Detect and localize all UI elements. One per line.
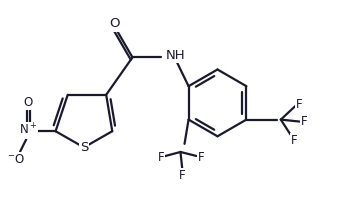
Text: O: O (24, 96, 33, 109)
Text: F: F (301, 115, 308, 128)
Text: NH: NH (166, 49, 186, 62)
Text: F: F (291, 134, 298, 147)
Text: S: S (80, 141, 88, 154)
Text: O: O (109, 17, 120, 30)
Text: $^{-}$O: $^{-}$O (7, 153, 25, 166)
Text: N$^+$: N$^+$ (19, 123, 38, 138)
Text: F: F (179, 169, 186, 182)
Text: F: F (198, 151, 205, 164)
Text: F: F (296, 98, 303, 111)
Text: F: F (158, 151, 164, 164)
